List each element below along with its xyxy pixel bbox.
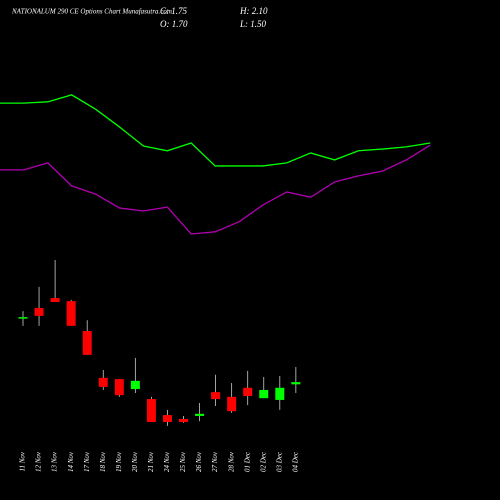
candle-body [66, 301, 76, 326]
candle-body [98, 377, 108, 387]
candle-body [34, 308, 44, 316]
x-tick-label: 04 Dec [291, 451, 299, 472]
candle-body [146, 399, 156, 423]
candle-body [179, 418, 188, 423]
overlay-line [0, 94, 431, 167]
x-tick-label: 12 Nov [35, 451, 43, 472]
x-tick-label: 01 Dec [243, 451, 251, 472]
candle-body [82, 331, 92, 355]
x-tick-label: 24 Nov [163, 451, 171, 472]
close-label: C: 1.75 [160, 6, 188, 16]
x-tick-label: 11 Nov [19, 451, 27, 471]
candle-body [227, 396, 237, 412]
candle-body [291, 382, 301, 385]
x-tick-label: 19 Nov [115, 451, 123, 472]
candle-body [130, 380, 140, 390]
candle-body [50, 298, 60, 302]
low-label: L: 1.50 [239, 19, 267, 29]
candle-body [259, 389, 269, 399]
x-tick-label: 14 Nov [67, 451, 75, 472]
high-label: H: 2.10 [239, 6, 268, 16]
candle-body [275, 387, 285, 400]
x-tick-label: 18 Nov [99, 451, 107, 472]
chart-title: NATIONALUM 290 CE Options Chart Munafasu… [11, 8, 172, 16]
x-tick-label: 20 Nov [131, 451, 139, 472]
overlay-line [0, 144, 431, 235]
candle-body [18, 317, 28, 319]
x-tick-label: 25 Nov [179, 451, 187, 472]
x-tick-label: 17 Nov [83, 451, 91, 472]
open-label: O: 1.70 [160, 19, 188, 29]
x-tick-label: 28 Nov [227, 451, 235, 472]
x-tick-label: 21 Nov [147, 451, 155, 472]
candle-body [162, 415, 172, 423]
candle-body [195, 413, 205, 416]
x-tick-label: 03 Dec [275, 451, 283, 472]
candle-body [243, 387, 253, 397]
candle-body [114, 379, 124, 396]
candle-body [211, 392, 221, 400]
x-tick-label: 27 Nov [211, 451, 219, 472]
x-tick-label: 13 Nov [51, 451, 59, 472]
x-tick-label: 26 Nov [195, 451, 203, 472]
x-tick-label: 02 Dec [259, 451, 267, 472]
